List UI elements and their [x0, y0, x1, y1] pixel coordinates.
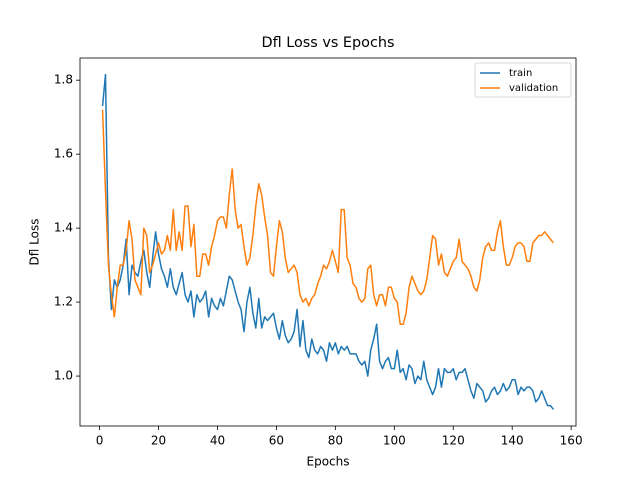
- legend-label: train: [509, 68, 532, 79]
- y-tick-label: 1.8: [54, 73, 73, 87]
- y-tick-label: 1.2: [54, 295, 73, 309]
- x-tick-label: 40: [210, 434, 225, 448]
- x-tick-label: 0: [96, 434, 104, 448]
- y-axis-label: Dfl Loss: [28, 219, 42, 266]
- x-tick-label: 20: [151, 434, 166, 448]
- x-axis-label: Epochs: [307, 455, 350, 469]
- legend-label: validation: [509, 83, 558, 94]
- y-tick-label: 1.4: [54, 221, 73, 235]
- line-series: [101, 73, 555, 410]
- x-tick-label: 120: [442, 434, 465, 448]
- x-tick-label: 140: [501, 434, 524, 448]
- x-tick-label: 160: [560, 434, 583, 448]
- x-tick-label: 60: [269, 434, 284, 448]
- y-tick-label: 1.0: [54, 369, 73, 383]
- plot-frame: [79, 57, 577, 427]
- x-tick-label: 80: [328, 434, 343, 448]
- chart-title: Dfl Loss vs Epochs: [261, 35, 394, 51]
- y-tick-label: 1.6: [54, 147, 73, 161]
- x-tick-label: 100: [383, 434, 406, 448]
- line-series: [101, 109, 555, 326]
